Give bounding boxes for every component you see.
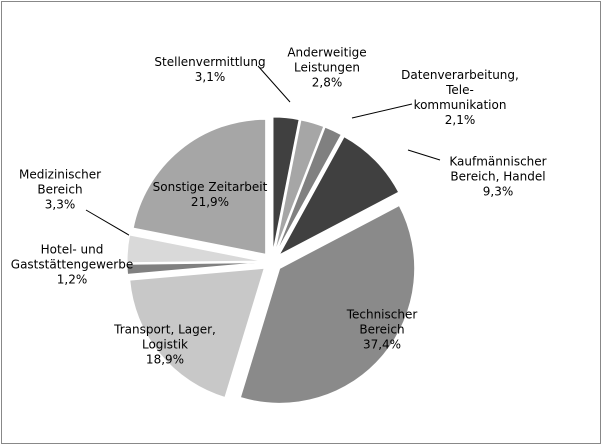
leader-lines [85, 65, 441, 263]
pie-slice [277, 136, 400, 257]
slice-label: Medizinischer Bereich 3,3% [19, 168, 101, 213]
leader-line [407, 149, 441, 161]
slice-label: Anderweitige Leistungen 2,8% [287, 46, 366, 91]
category-label: Medizinischer Bereich [18, 167, 102, 197]
pie-slice [275, 126, 342, 254]
value-label: 21,9% [190, 195, 230, 209]
leader-line [351, 103, 413, 119]
slice-label: Sonstige Zeitarbeit 21,9% [153, 180, 268, 210]
pie-slice [272, 116, 300, 253]
value-label: 2,1% [444, 113, 476, 127]
category-label: Transport, Lager, Logistik [114, 322, 216, 352]
slice-label: Kaufmännischer Bereich, Handel 9,3% [449, 155, 546, 200]
pie-slice [129, 267, 265, 399]
value-label: 2,8% [311, 75, 343, 90]
value-label: 1,2% [56, 272, 88, 287]
leader-line [85, 209, 135, 239]
value-label: 37,4% [362, 337, 402, 352]
category-label: Sonstige Zeitarbeit [152, 180, 268, 194]
leader-line [257, 65, 291, 103]
pie-slice [274, 119, 325, 253]
pie-slice [126, 262, 263, 275]
pie-slice [132, 118, 267, 255]
category-label: Anderweitige Leistungen [287, 45, 367, 75]
category-label: Kaufmännischer Bereich, Handel [449, 154, 547, 184]
slice-label: Stellenvermittlung 3,1% [154, 55, 265, 85]
category-label: Datenverarbeitung, Tele- kommunikation [401, 68, 519, 112]
value-label: 3,1% [194, 70, 226, 84]
slice-label: Technischer Bereich 37,4% [347, 308, 418, 353]
category-label: Stellenvermittlung [154, 55, 266, 69]
pie-slice [239, 204, 416, 404]
slice-label: Hotel- und Gaststättengewerbe 1,2% [11, 243, 133, 288]
value-label: 18,9% [145, 352, 185, 367]
slice-label: Transport, Lager, Logistik 18,9% [114, 323, 216, 368]
category-label: Technischer Bereich [346, 307, 418, 337]
value-label: 9,3% [482, 184, 514, 199]
category-label: Hotel- und Gaststättengewerbe [10, 242, 134, 272]
pie-slice [126, 234, 263, 264]
value-label: 3,3% [44, 197, 76, 212]
slice-label: Datenverarbeitung, Tele- kommunikation 2,… [401, 68, 519, 128]
